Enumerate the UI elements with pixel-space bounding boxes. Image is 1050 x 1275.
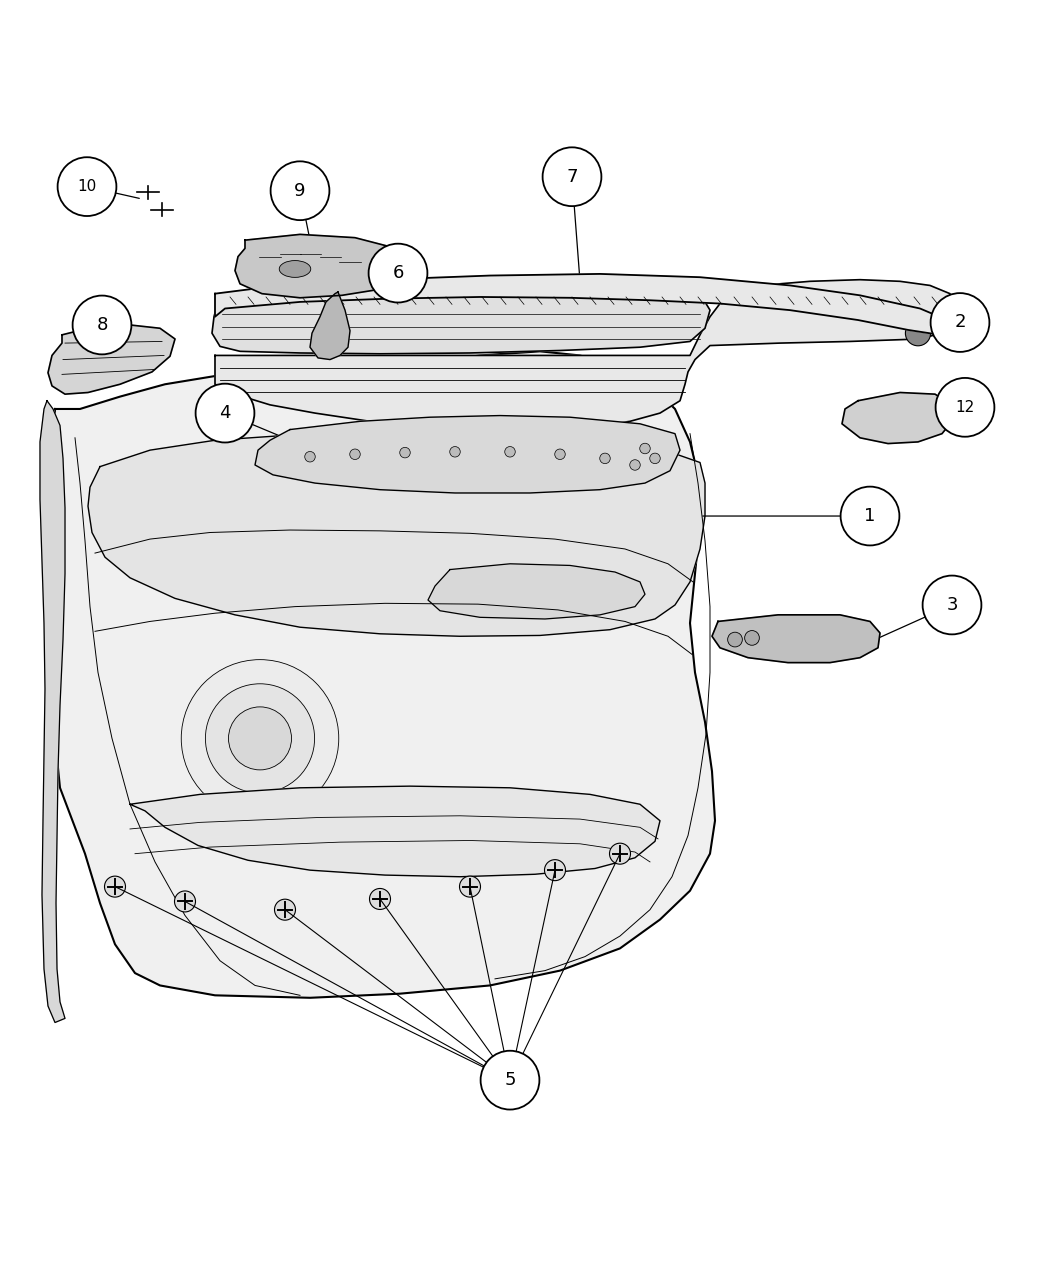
- Polygon shape: [212, 284, 710, 353]
- Text: 8: 8: [97, 316, 108, 334]
- Circle shape: [370, 889, 391, 909]
- Circle shape: [271, 162, 330, 221]
- Circle shape: [841, 487, 900, 546]
- Circle shape: [274, 899, 295, 921]
- Circle shape: [58, 157, 117, 215]
- Circle shape: [905, 320, 930, 346]
- Polygon shape: [255, 416, 680, 493]
- Polygon shape: [48, 352, 715, 998]
- Circle shape: [350, 449, 360, 459]
- Circle shape: [630, 460, 640, 470]
- Polygon shape: [88, 432, 705, 636]
- Polygon shape: [48, 325, 175, 394]
- Text: 3: 3: [946, 595, 958, 615]
- Text: 12: 12: [956, 400, 974, 414]
- Circle shape: [545, 859, 566, 881]
- Circle shape: [930, 293, 989, 352]
- Text: 5: 5: [504, 1071, 516, 1089]
- Polygon shape: [235, 235, 405, 298]
- Circle shape: [369, 244, 427, 302]
- Circle shape: [923, 575, 982, 635]
- Circle shape: [744, 631, 759, 645]
- Polygon shape: [215, 274, 960, 335]
- Circle shape: [543, 148, 602, 207]
- Circle shape: [505, 446, 516, 456]
- Text: 7: 7: [566, 168, 578, 186]
- Circle shape: [195, 384, 254, 442]
- Text: 9: 9: [294, 182, 306, 200]
- Text: 1: 1: [864, 507, 876, 525]
- Circle shape: [400, 448, 411, 458]
- Polygon shape: [428, 564, 645, 618]
- Circle shape: [481, 1051, 540, 1109]
- Circle shape: [728, 632, 742, 646]
- Circle shape: [460, 876, 481, 898]
- Polygon shape: [40, 400, 65, 1023]
- Polygon shape: [712, 615, 880, 663]
- Circle shape: [650, 453, 660, 464]
- Circle shape: [174, 891, 195, 912]
- Circle shape: [182, 659, 339, 817]
- Text: 10: 10: [78, 179, 97, 194]
- Circle shape: [206, 683, 315, 793]
- Circle shape: [304, 451, 315, 462]
- Circle shape: [639, 444, 650, 454]
- Polygon shape: [130, 787, 660, 877]
- Text: 6: 6: [393, 264, 403, 282]
- Circle shape: [936, 377, 994, 437]
- Circle shape: [72, 296, 131, 354]
- Circle shape: [609, 843, 630, 864]
- Circle shape: [449, 446, 460, 456]
- Polygon shape: [310, 292, 350, 360]
- Circle shape: [105, 876, 126, 898]
- Text: 2: 2: [954, 314, 966, 332]
- Polygon shape: [215, 279, 950, 430]
- Ellipse shape: [279, 260, 311, 278]
- Text: 4: 4: [219, 404, 231, 422]
- Circle shape: [554, 449, 565, 459]
- Circle shape: [229, 706, 292, 770]
- Polygon shape: [842, 393, 952, 444]
- Circle shape: [600, 453, 610, 464]
